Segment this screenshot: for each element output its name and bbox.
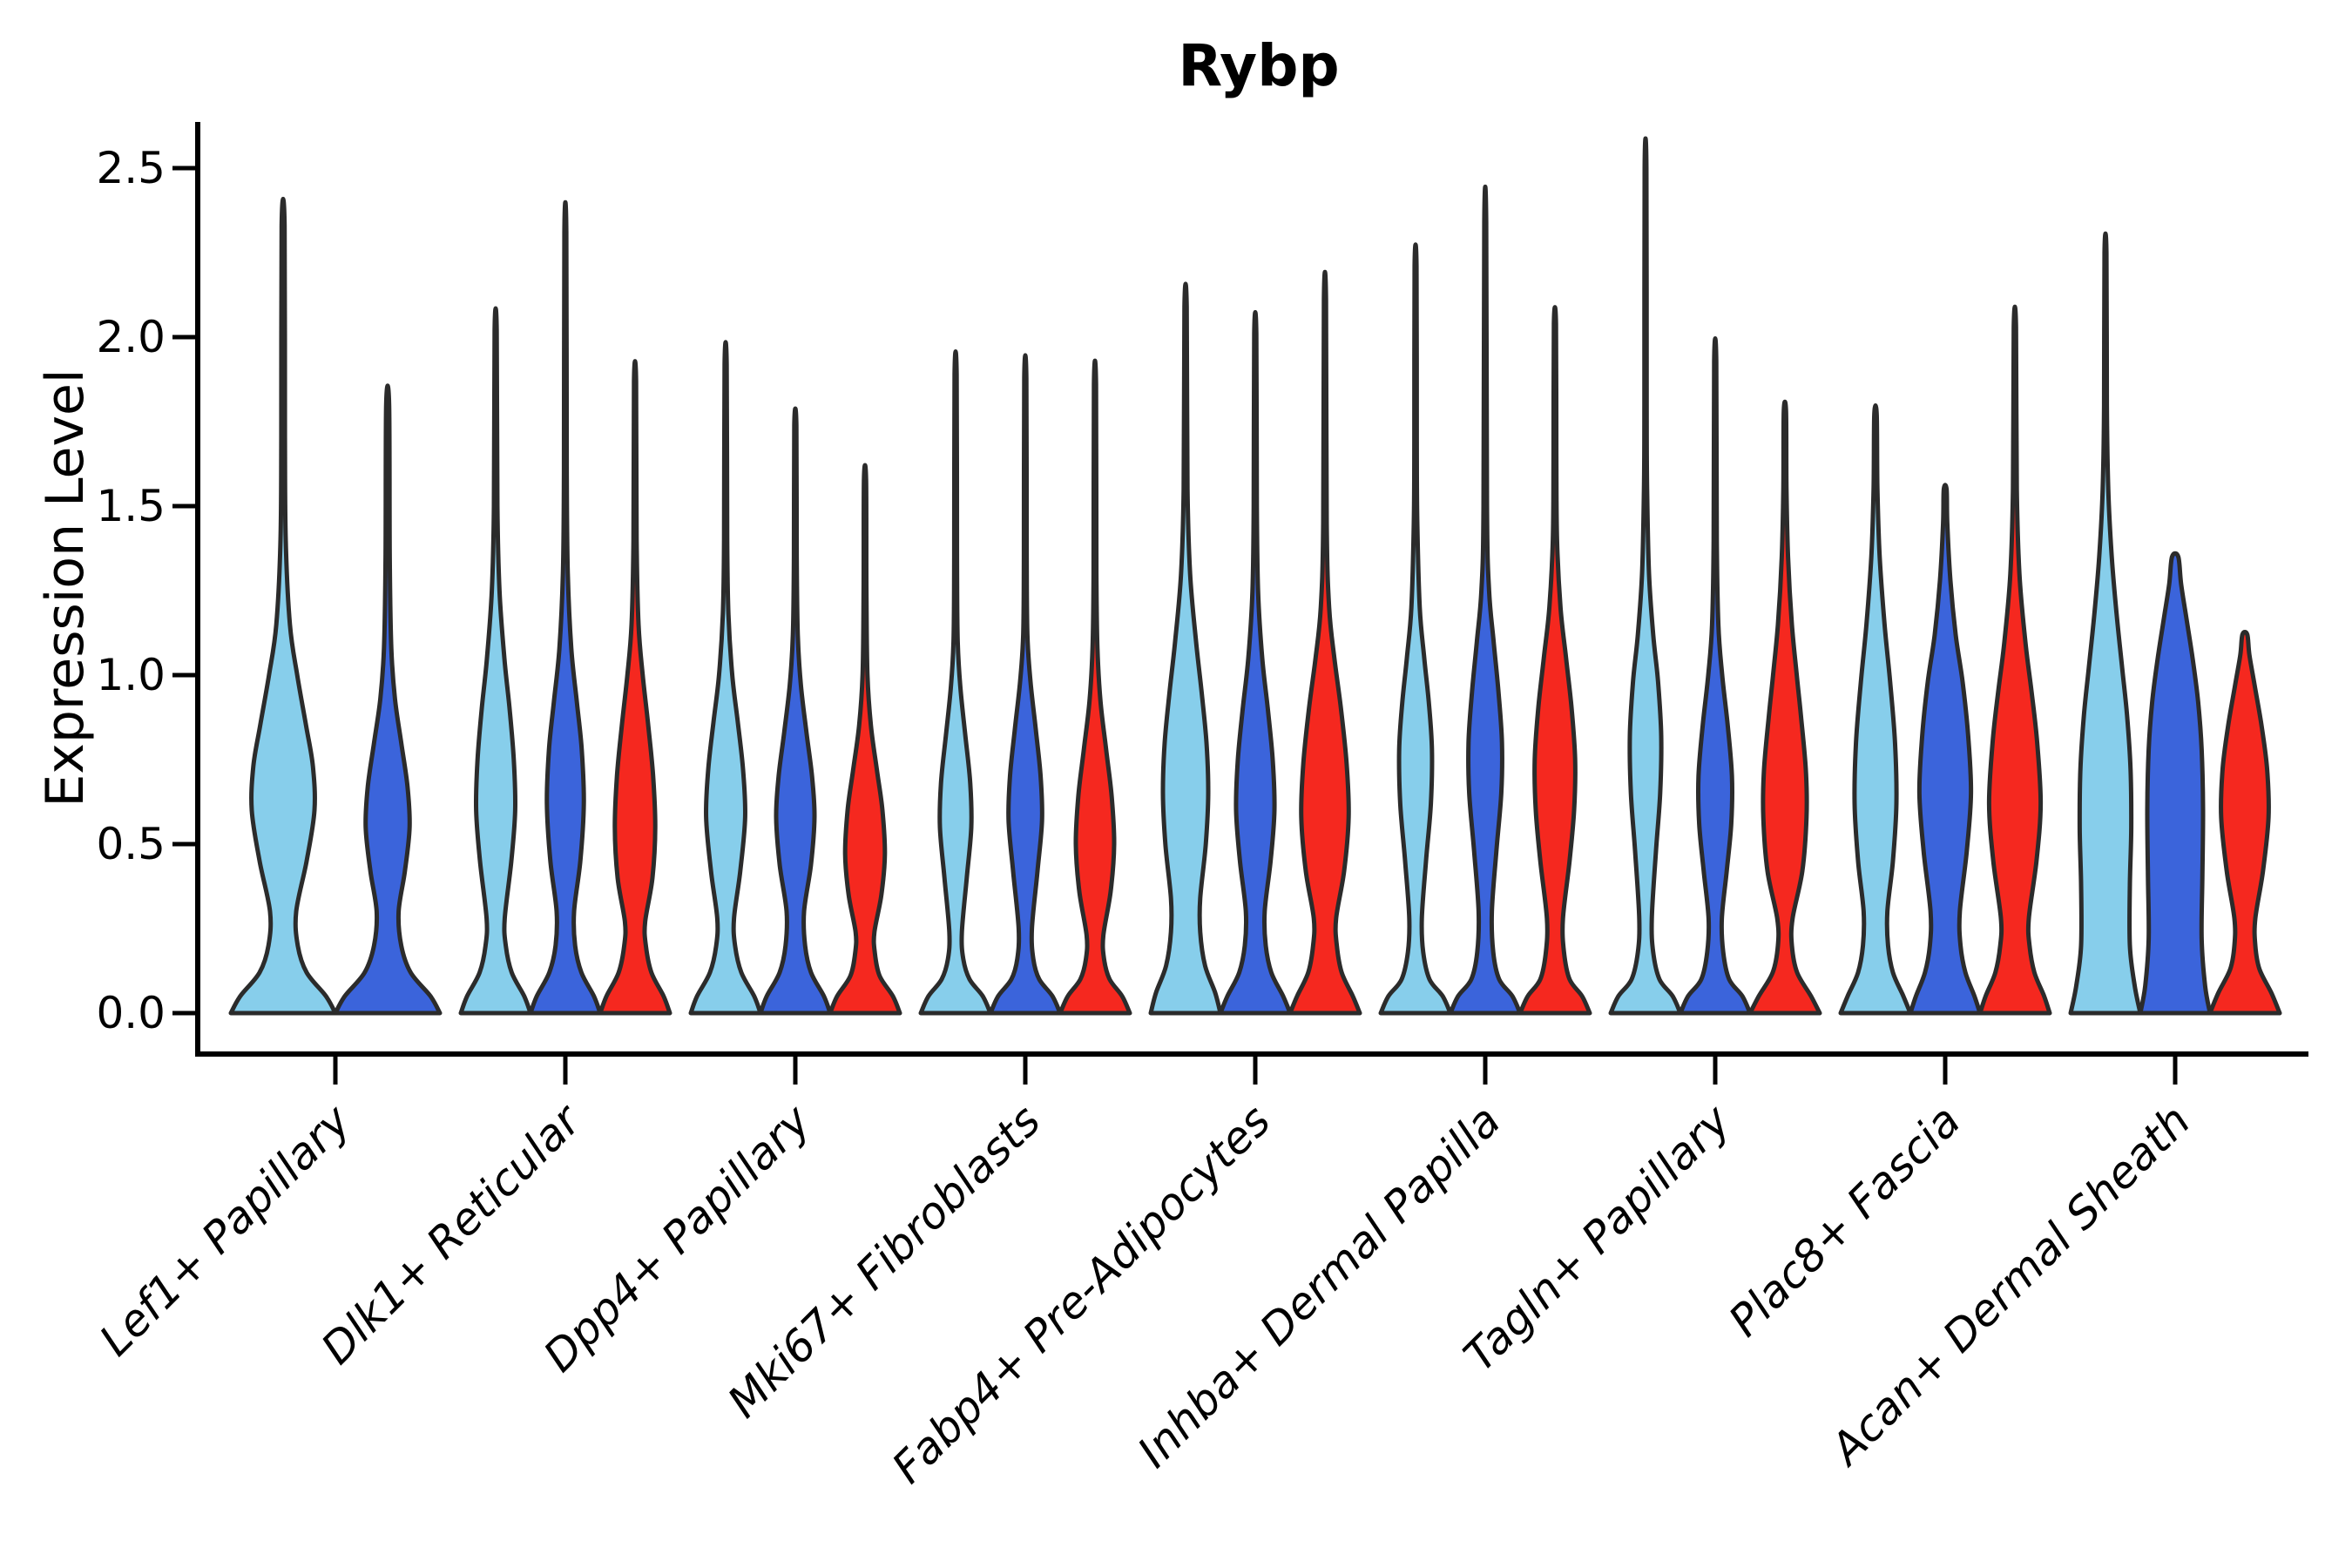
y-tick-label: 2.5: [96, 143, 166, 193]
violin-group-lef1-papillary: [228, 196, 443, 1016]
violin-acan-dermal-sheath-red: [2207, 630, 2282, 1016]
violin-tagln-papillary-red: [1747, 399, 1822, 1016]
violin-inhba-dermal-papilla-red: [1517, 305, 1592, 1016]
violin-dlk1-reticular-red: [598, 359, 672, 1016]
violin-dpp4-papillary-dark_blue: [758, 406, 833, 1016]
x-category-label: Fabp4+ Pre-Adipocytes: [882, 1095, 1281, 1493]
violin-group-inhba-dermal-papilla: [1378, 185, 1592, 1016]
x-category-label: Lef1+ Papillary: [90, 1094, 361, 1365]
violin-fabp4-pre-adipocytes-dark_blue: [1218, 310, 1293, 1016]
violin-lef1-papillary-light_blue: [228, 196, 338, 1016]
plot-area: [172, 122, 2308, 1085]
violin-group-fabp4-pre-adipocytes: [1148, 269, 1362, 1016]
violin-dlk1-reticular-light_blue: [458, 306, 533, 1016]
x-category-label: Inhba+ Dermal Papilla: [1128, 1095, 1510, 1477]
chart-title: Rybp: [1178, 32, 1339, 99]
y-axis-label: Expression Level: [35, 368, 96, 807]
violin-inhba-dermal-papilla-light_blue: [1378, 242, 1453, 1016]
violin-plac8-fascia-red: [1977, 304, 2052, 1016]
y-tick-label: 1.0: [96, 650, 166, 700]
violin-group-plac8-fascia: [1838, 304, 2052, 1016]
violin-mki67-fibroblasts-red: [1058, 358, 1132, 1016]
violin-mki67-fibroblasts-dark_blue: [988, 353, 1063, 1016]
violin-mki67-fibroblasts-light_blue: [918, 349, 993, 1016]
violin-tagln-papillary-dark_blue: [1678, 336, 1753, 1016]
violin-group-mki67-fibroblasts: [918, 349, 1132, 1016]
violin-acan-dermal-sheath-light_blue: [2068, 231, 2143, 1016]
y-tick-label: 0.0: [96, 988, 166, 1038]
y-tick-label: 2.0: [96, 312, 166, 362]
violin-plac8-fascia-dark_blue: [1908, 483, 1983, 1016]
y-tick-label: 1.5: [96, 481, 166, 531]
violin-dpp4-papillary-light_blue: [688, 340, 763, 1016]
violin-dlk1-reticular-dark_blue: [528, 199, 603, 1016]
violin-lef1-papillary-dark_blue: [333, 383, 443, 1016]
violin-fabp4-pre-adipocytes-red: [1288, 269, 1362, 1016]
violin-acan-dermal-sheath-dark_blue: [2138, 551, 2213, 1016]
violin-fabp4-pre-adipocytes-light_blue: [1148, 281, 1223, 1016]
violin-group-dpp4-papillary: [688, 340, 902, 1016]
violin-tagln-papillary-light_blue: [1608, 136, 1683, 1016]
violin-plac8-fascia-light_blue: [1838, 403, 1913, 1016]
violin-group-acan-dermal-sheath: [2068, 231, 2282, 1016]
violin-group-tagln-papillary: [1608, 136, 1822, 1016]
violin-inhba-dermal-papilla-dark_blue: [1448, 185, 1523, 1016]
x-category-label: Plac8+ Fascia: [1720, 1095, 1970, 1346]
violin-dpp4-papillary-red: [828, 463, 902, 1016]
violin-group-dlk1-reticular: [458, 199, 672, 1016]
y-tick-label: 0.5: [96, 819, 166, 869]
